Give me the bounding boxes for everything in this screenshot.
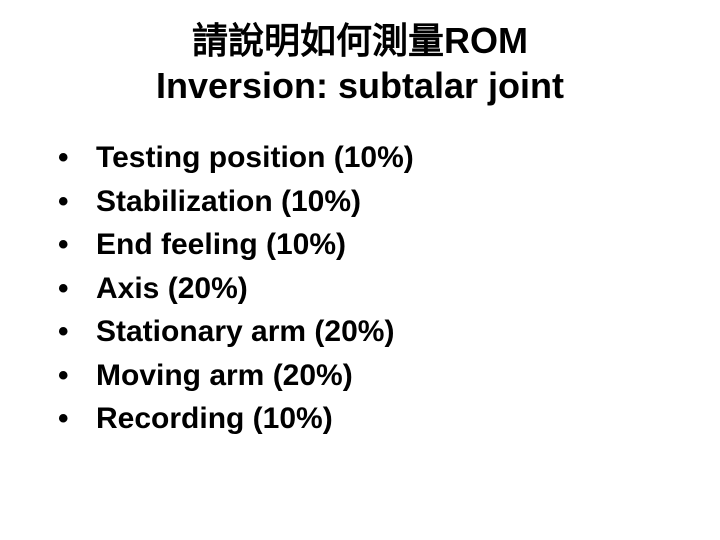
list-item: End feeling (10%) xyxy=(58,223,680,267)
list-item: Stabilization (10%) xyxy=(58,180,680,224)
list-item: Stationary arm (20%) xyxy=(58,310,680,354)
bullet-list: Testing position (10%) Stabilization (10… xyxy=(40,136,680,441)
title-line-2: Inversion: subtalar joint xyxy=(40,63,680,108)
list-item: Axis (20%) xyxy=(58,267,680,311)
title-line-1: 請說明如何測量ROM xyxy=(40,18,680,63)
list-item: Moving arm (20%) xyxy=(58,354,680,398)
list-item: Testing position (10%) xyxy=(58,136,680,180)
list-item: Recording (10%) xyxy=(58,397,680,441)
title-block: 請說明如何測量ROM Inversion: subtalar joint xyxy=(40,18,680,108)
slide-container: 請說明如何測量ROM Inversion: subtalar joint Tes… xyxy=(0,0,720,540)
